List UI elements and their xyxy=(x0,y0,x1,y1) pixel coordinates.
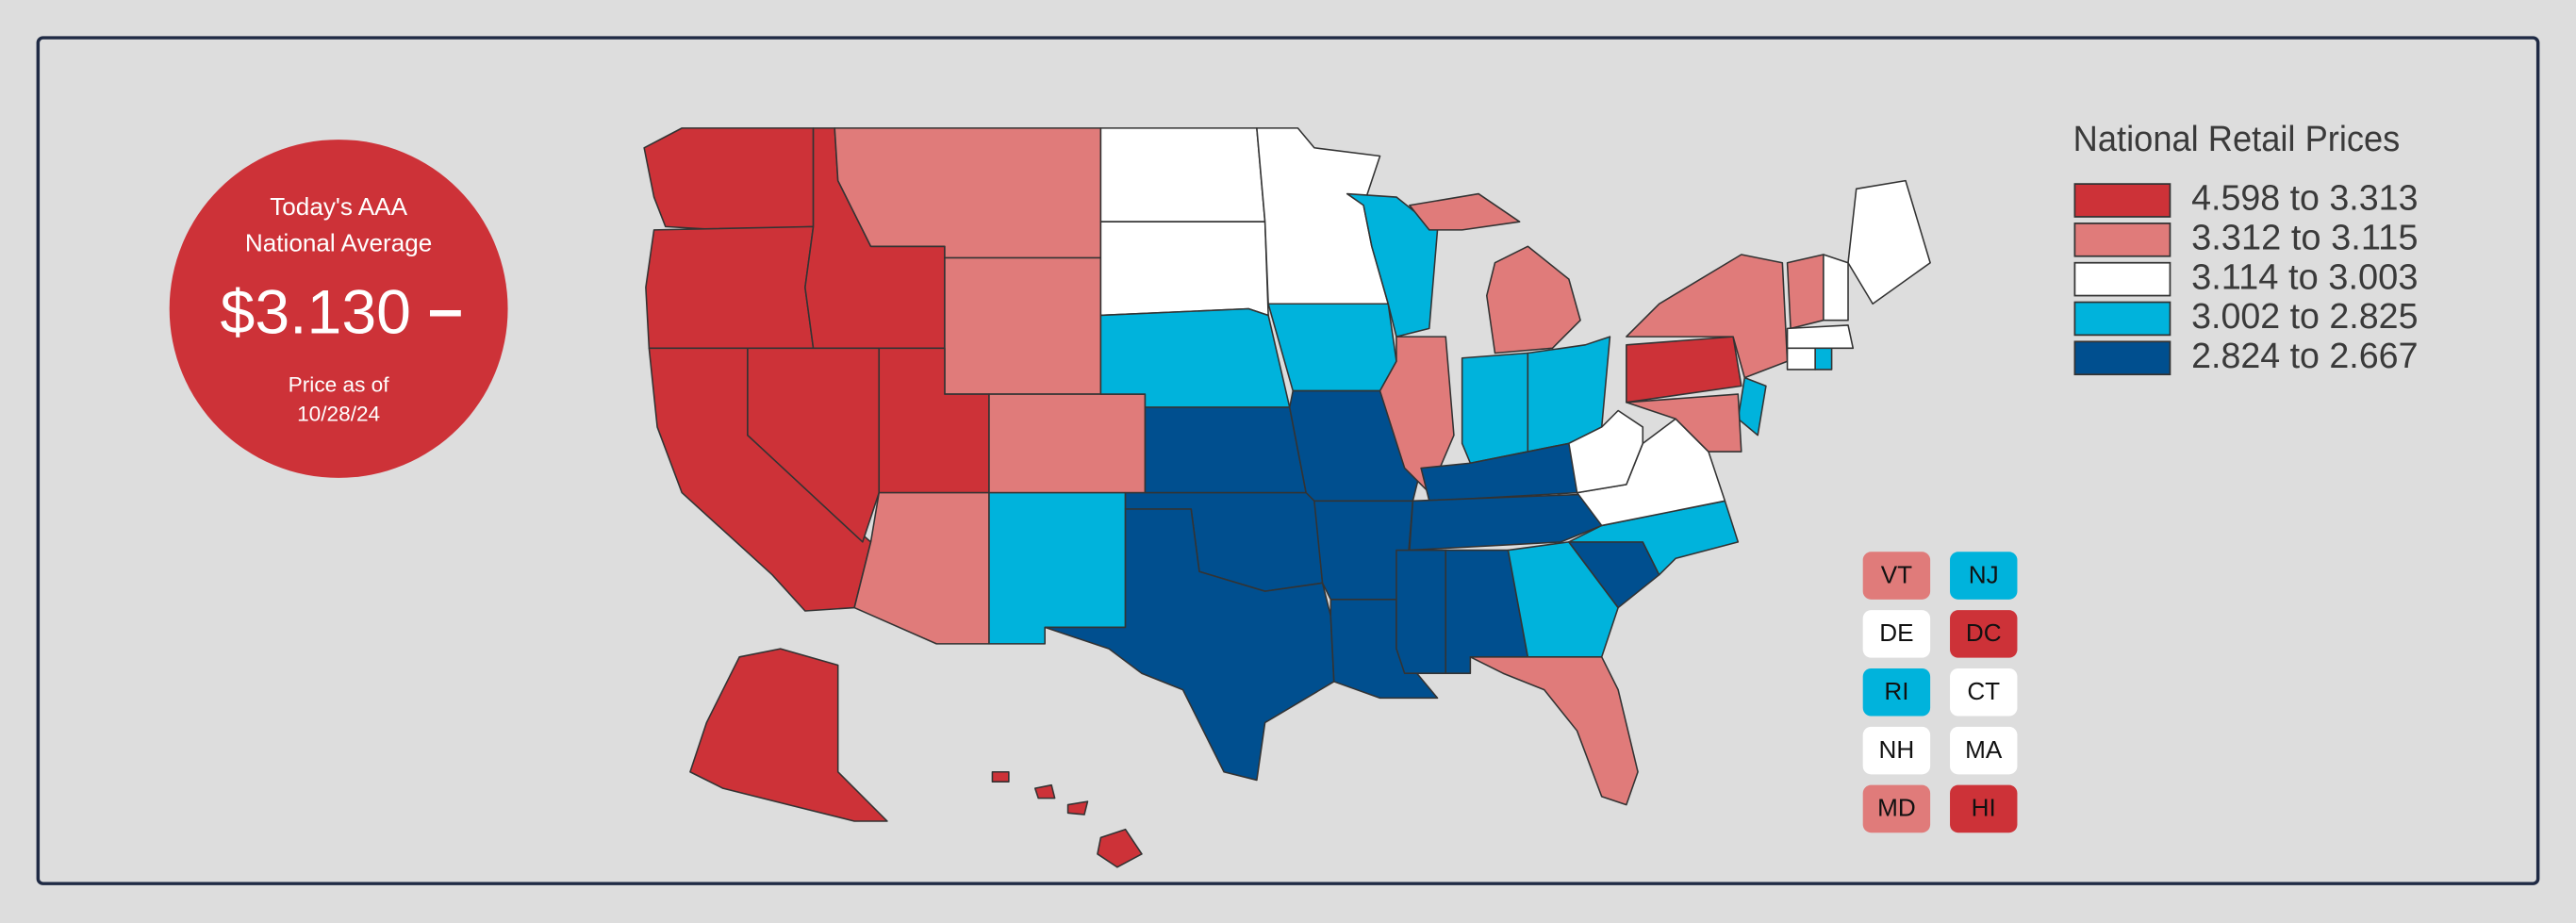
state-button-label[interactable]: MD xyxy=(1877,794,1916,822)
badge-price: $3.130 xyxy=(221,278,411,348)
badge-date-label: Price as of xyxy=(289,372,390,396)
state xyxy=(1379,336,1455,494)
state xyxy=(1469,656,1639,806)
state xyxy=(1847,179,1931,305)
state xyxy=(1737,376,1767,437)
legend-swatch xyxy=(2073,301,2171,337)
state xyxy=(1033,783,1056,799)
state xyxy=(1823,254,1849,321)
legend-label: 3.114 to 3.003 xyxy=(2191,256,2418,297)
state-button-label[interactable]: VT xyxy=(1881,560,1912,588)
state xyxy=(988,491,1127,645)
state xyxy=(747,347,881,543)
state xyxy=(991,770,1010,783)
state-button[interactable] xyxy=(1950,726,2018,775)
state-button[interactable] xyxy=(1950,610,2018,658)
state xyxy=(1507,541,1619,658)
badge-line: National Average xyxy=(245,228,432,256)
state xyxy=(1485,245,1581,354)
badge-line: Today's AAA xyxy=(270,192,407,221)
state xyxy=(1626,336,1742,404)
legend-swatch xyxy=(2073,261,2171,297)
state xyxy=(1461,352,1529,465)
state xyxy=(1144,406,1307,494)
state xyxy=(1395,549,1447,675)
legend-title: National Retail Prices xyxy=(2073,119,2401,159)
state-button-label[interactable]: HI xyxy=(1972,794,1996,822)
legend-label: 2.824 to 2.667 xyxy=(2191,336,2418,376)
state-button[interactable] xyxy=(1862,552,1931,600)
national-average-badge: Today's AAA National Average $3.130 – Pr… xyxy=(169,140,508,478)
state-button-label[interactable]: NH xyxy=(1879,735,1915,764)
state xyxy=(1786,324,1855,350)
state-button-label[interactable]: NJ xyxy=(1969,560,1999,588)
state xyxy=(1568,409,1644,494)
state-button-label[interactable]: DC xyxy=(1966,618,2002,647)
state xyxy=(944,256,1102,395)
us-map xyxy=(643,127,1931,868)
state-button[interactable] xyxy=(1862,668,1931,717)
state xyxy=(1097,828,1143,868)
state xyxy=(1066,800,1089,816)
state xyxy=(1099,221,1269,317)
state xyxy=(834,127,1102,259)
state-button[interactable] xyxy=(1950,784,2018,833)
state-button[interactable] xyxy=(1862,726,1931,775)
state-button[interactable] xyxy=(1862,610,1931,658)
legend-label: 3.312 to 3.115 xyxy=(2191,217,2418,257)
state xyxy=(645,225,815,350)
badge-date: 10/28/24 xyxy=(297,403,380,426)
state xyxy=(988,393,1147,494)
state xyxy=(1099,307,1291,408)
legend-label: 4.598 to 3.313 xyxy=(2191,178,2418,219)
small-state-buttons: VT NJ DE DC RI CT NH MA MD HI xyxy=(1862,552,2018,833)
state xyxy=(1626,393,1742,453)
badge-trend: – xyxy=(428,274,463,344)
legend-swatch xyxy=(2073,340,2171,376)
state xyxy=(689,648,888,822)
state xyxy=(643,127,815,231)
state xyxy=(1409,192,1521,231)
state-button-label[interactable]: RI xyxy=(1884,677,1908,705)
legend-swatch xyxy=(2073,223,2171,257)
state xyxy=(1786,254,1825,330)
state-button[interactable] xyxy=(1950,668,2018,717)
legend-swatch xyxy=(2073,183,2171,218)
legend-label: 3.002 to 2.825 xyxy=(2191,296,2418,337)
state xyxy=(1814,347,1833,371)
state xyxy=(1626,254,1789,379)
legend: National Retail Prices 4.598 to 3.3133.3… xyxy=(2073,119,2419,376)
state-button-label[interactable]: MA xyxy=(1965,735,2003,764)
state xyxy=(1099,127,1266,223)
state-button-label[interactable]: CT xyxy=(1967,677,2000,705)
state xyxy=(1568,500,1740,576)
state xyxy=(1786,347,1816,371)
state-button-label[interactable]: DE xyxy=(1879,618,1913,647)
badge-circle xyxy=(169,140,508,478)
state-button[interactable] xyxy=(1862,784,1931,833)
state-button[interactable] xyxy=(1950,552,2018,600)
